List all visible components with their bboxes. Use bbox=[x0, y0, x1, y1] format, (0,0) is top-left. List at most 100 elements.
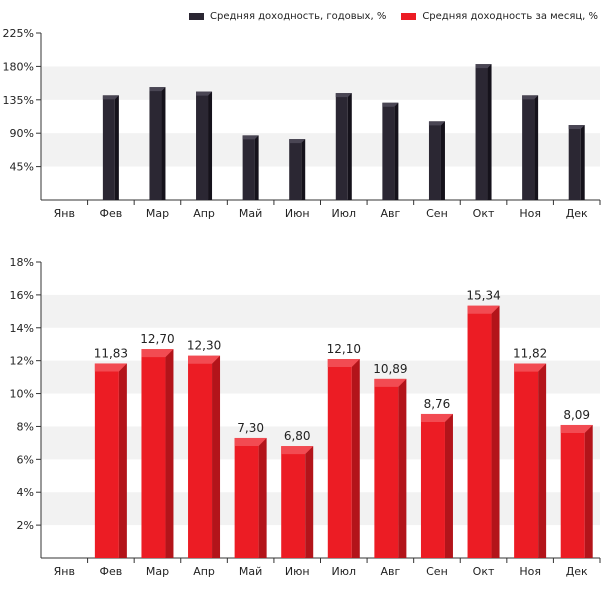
bar bbox=[102, 95, 119, 200]
y-tick-label: 2% bbox=[17, 519, 34, 532]
y-tick-label: 45% bbox=[10, 161, 34, 174]
legend-label-monthly: Средняя доходность за месяц, % bbox=[422, 10, 599, 22]
x-tick-label: Ноя bbox=[519, 207, 541, 220]
bar-side bbox=[347, 93, 352, 200]
bar-side bbox=[580, 125, 585, 200]
bar-top bbox=[196, 91, 213, 96]
bar-front bbox=[374, 378, 399, 558]
legend-label-annual: Средняя доходность, годовых, % bbox=[210, 10, 387, 22]
bar-front bbox=[281, 446, 306, 558]
bar-front bbox=[568, 125, 581, 200]
bar-top bbox=[420, 413, 453, 422]
bar-top bbox=[327, 359, 360, 368]
bar bbox=[149, 87, 166, 200]
x-tick-label: Июл bbox=[332, 207, 357, 220]
x-tick-label: Окт bbox=[473, 565, 495, 578]
bar-side bbox=[208, 91, 213, 200]
data-label: 10,89 bbox=[373, 362, 407, 376]
bar-top bbox=[102, 95, 119, 100]
bar bbox=[382, 102, 399, 200]
bar-front bbox=[560, 424, 585, 558]
bar bbox=[281, 446, 314, 558]
bar bbox=[467, 305, 500, 558]
bar-front bbox=[141, 349, 166, 558]
data-label: 11,82 bbox=[513, 347, 547, 361]
data-label: 12,10 bbox=[327, 342, 361, 356]
data-label: 15,34 bbox=[466, 289, 500, 303]
x-tick-label: Фев bbox=[100, 565, 123, 578]
bar-top bbox=[560, 424, 593, 433]
bar bbox=[327, 359, 360, 558]
bar-top bbox=[335, 93, 352, 98]
grid-band bbox=[41, 492, 600, 526]
bar-front bbox=[335, 93, 348, 200]
bar-side bbox=[351, 359, 360, 558]
bar-front bbox=[514, 363, 539, 558]
legend-item-monthly[interactable]: Средняя доходность за месяц, % bbox=[401, 11, 598, 22]
bar-side bbox=[394, 102, 399, 200]
y-tick-label: 14% bbox=[10, 322, 34, 335]
bar-top bbox=[188, 355, 221, 364]
bar-front bbox=[234, 437, 259, 558]
x-tick-label: Дек bbox=[566, 565, 588, 578]
bar-front bbox=[428, 121, 441, 200]
grid-band bbox=[41, 133, 600, 167]
x-tick-label: Июн bbox=[285, 565, 310, 578]
data-label: 8,09 bbox=[563, 408, 590, 422]
bar-top bbox=[514, 363, 547, 372]
bar-top bbox=[475, 64, 492, 69]
x-tick-label: Май bbox=[239, 207, 262, 220]
data-label: 6,80 bbox=[284, 429, 311, 443]
bar-front bbox=[382, 102, 395, 200]
bar bbox=[514, 363, 547, 558]
x-tick-label: Май bbox=[239, 565, 262, 578]
bar bbox=[475, 64, 492, 200]
bar-top bbox=[382, 102, 399, 107]
y-tick-label: 135% bbox=[3, 94, 34, 107]
x-tick-label: Окт bbox=[473, 207, 495, 220]
bar bbox=[94, 363, 127, 558]
bar-front bbox=[196, 91, 209, 200]
x-tick-label: Апр bbox=[193, 565, 215, 578]
data-label: 8,76 bbox=[424, 397, 451, 411]
bar-top bbox=[94, 363, 127, 372]
x-tick-label: Апр bbox=[193, 207, 215, 220]
y-tick-label: 90% bbox=[10, 127, 34, 140]
bar-side bbox=[114, 95, 119, 200]
bar-side bbox=[584, 424, 593, 558]
bar-top bbox=[374, 378, 407, 387]
bar-front bbox=[289, 139, 302, 200]
bar-side bbox=[301, 139, 306, 200]
bar-side bbox=[118, 363, 127, 558]
data-label: 12,30 bbox=[187, 339, 221, 353]
bar bbox=[196, 91, 213, 200]
bar-front bbox=[149, 87, 162, 200]
bar-side bbox=[258, 437, 267, 558]
bar-side bbox=[534, 95, 539, 200]
bar-side bbox=[161, 87, 166, 200]
bar-top bbox=[281, 446, 314, 455]
x-tick-label: Мар bbox=[146, 565, 169, 578]
bar bbox=[374, 378, 407, 558]
bar-side bbox=[491, 305, 500, 558]
bar-front bbox=[102, 95, 115, 200]
bar-side bbox=[440, 121, 445, 200]
bar-front bbox=[420, 413, 445, 558]
bar-side bbox=[254, 135, 259, 200]
legend-swatch-annual bbox=[189, 12, 204, 20]
legend-item-annual[interactable]: Средняя доходность, годовых, % bbox=[189, 11, 386, 22]
data-label: 7,30 bbox=[237, 421, 264, 435]
y-tick-label: 6% bbox=[17, 453, 34, 466]
bar bbox=[188, 355, 221, 558]
bar-side bbox=[398, 378, 407, 558]
y-tick-label: 8% bbox=[17, 420, 34, 433]
bar-front bbox=[327, 359, 352, 558]
x-tick-label: Июл bbox=[332, 565, 357, 578]
x-tick-label: Дек bbox=[566, 207, 588, 220]
y-tick-label: 4% bbox=[17, 486, 34, 499]
bar-side bbox=[305, 446, 314, 558]
bar-top bbox=[141, 349, 174, 358]
bar-top bbox=[149, 87, 166, 92]
bar bbox=[522, 95, 539, 200]
x-tick-label: Фев bbox=[100, 207, 123, 220]
